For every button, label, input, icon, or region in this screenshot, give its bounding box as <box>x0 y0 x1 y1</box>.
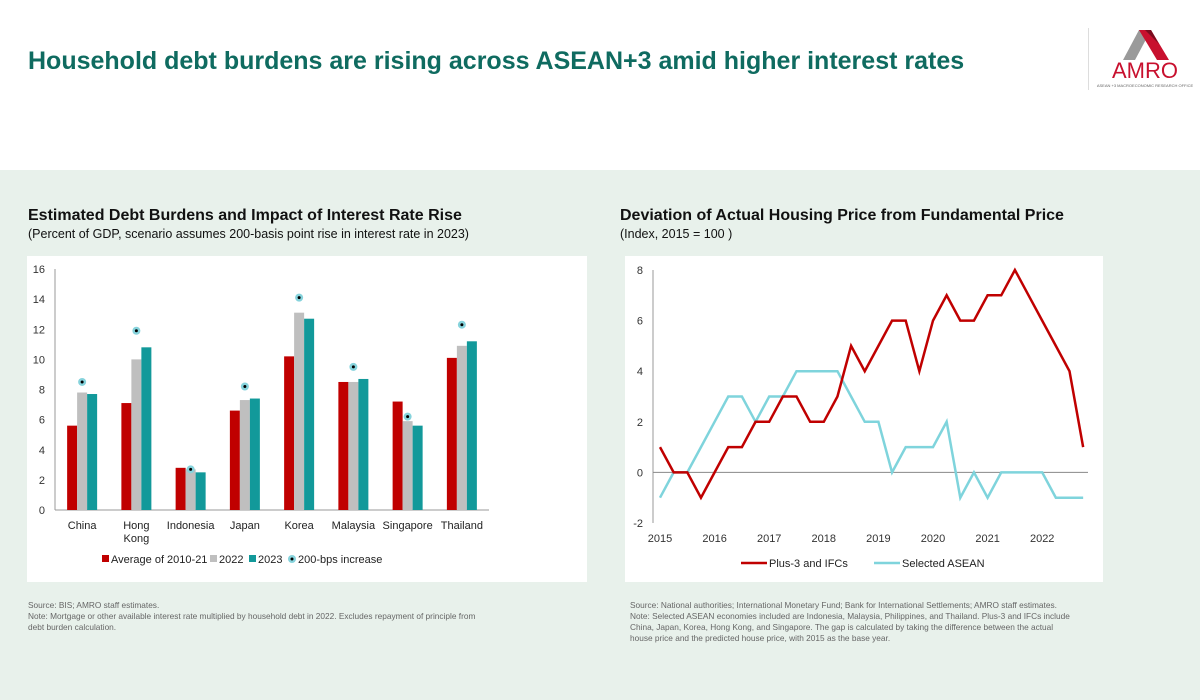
bar-2022 <box>456 345 467 510</box>
y-tick-label: 8 <box>39 385 45 397</box>
legend-label: Average of 2010-21 <box>111 554 207 566</box>
bar-2023 <box>412 425 423 510</box>
bar-2022 <box>185 469 196 510</box>
bar-average-of-2010-21 <box>284 356 295 510</box>
legend-swatch <box>102 555 109 562</box>
amro-logo: AMRO ASEAN +3 MACROECONOMIC RESEARCH OFF… <box>1088 28 1200 90</box>
x-tick-label: 2018 <box>812 533 836 545</box>
x-tick-label: 2017 <box>757 533 781 545</box>
bar-2023 <box>358 378 369 510</box>
dot-200bps-center <box>297 296 301 300</box>
bar-2022 <box>402 421 413 510</box>
bar-average-of-2010-21 <box>67 425 78 510</box>
svg-text:ASEAN +3 MACROECONOMIC RESEARC: ASEAN +3 MACROECONOMIC RESEARCH OFFICE <box>1097 83 1194 88</box>
page-title: Household debt burdens are rising across… <box>28 47 965 75</box>
dot-200bps-center <box>406 415 410 419</box>
bar-average-of-2010-21 <box>229 410 240 510</box>
right-chart-title: Deviation of Actual Housing Price from F… <box>620 207 1064 224</box>
bar-average-of-2010-21 <box>175 467 186 510</box>
x-tick-label: Thailand <box>441 520 483 532</box>
y-tick-label: 8 <box>637 265 643 277</box>
left-source-text: Source: BIS; AMRO staff estimates. <box>28 600 160 610</box>
y-tick-label: 4 <box>637 366 643 378</box>
legend-label: 2023 <box>258 554 282 566</box>
y-tick-label: 2 <box>39 475 45 487</box>
legend-swatch <box>210 555 217 562</box>
svg-text:AMRO: AMRO <box>1112 58 1178 83</box>
legend-label: 200-bps increase <box>298 554 382 566</box>
legend-label: 2022 <box>219 554 243 566</box>
dot-200bps-center <box>189 467 193 471</box>
x-tick-label: 2019 <box>866 533 890 545</box>
x-tick-label: Malaysia <box>332 520 376 532</box>
y-tick-label: 6 <box>637 316 643 328</box>
x-tick-label: Korea <box>284 520 314 532</box>
right-source: Source: National authorities; Internatio… <box>630 600 1070 644</box>
x-tick-label: 2020 <box>921 533 945 545</box>
dot-200bps-center <box>134 329 138 333</box>
y-tick-label: 16 <box>33 264 45 276</box>
bar-2022 <box>348 381 359 510</box>
x-tick-label: China <box>68 520 98 532</box>
x-tick-label: Singapore <box>383 520 433 532</box>
bar-2022 <box>131 359 142 510</box>
x-tick-label: Hong <box>123 520 149 532</box>
dot-200bps-center <box>351 365 355 369</box>
y-tick-label: 2 <box>637 417 643 429</box>
legend-label: Selected ASEAN <box>902 558 985 570</box>
right-note-text: Note: Selected ASEAN economies included … <box>630 611 1070 643</box>
right-source-text: Source: National authorities; Internatio… <box>630 600 1057 610</box>
left-chart-subtitle: (Percent of GDP, scenario assumes 200-ba… <box>28 227 469 241</box>
x-tick-label: 2021 <box>975 533 999 545</box>
bar-average-of-2010-21 <box>121 403 132 510</box>
y-tick-label: 10 <box>33 354 45 366</box>
legend-swatch-center <box>290 557 294 561</box>
bar-2023 <box>87 394 98 510</box>
series-line-plus-3-and-ifcs <box>658 267 1085 501</box>
series-line-selected-asean <box>658 369 1084 502</box>
bar-2023 <box>195 472 206 510</box>
bar-average-of-2010-21 <box>446 357 457 510</box>
line-chart: -2 0 2 4 6 8 2015 2016 2017 2018 2019 2020 2021 2022 P… <box>633 265 1088 570</box>
x-tick-label: Japan <box>230 520 260 532</box>
y-tick-label: 6 <box>39 415 45 427</box>
x-tick-label: Indonesia <box>167 520 216 532</box>
x-tick-label: Kong <box>124 533 150 545</box>
bar-2022 <box>239 400 250 510</box>
x-tick-label: 2022 <box>1030 533 1054 545</box>
y-tick-label: 0 <box>637 467 643 479</box>
bar-2022 <box>294 312 305 510</box>
x-tick-label: 2016 <box>702 533 726 545</box>
bar-2023 <box>141 347 152 510</box>
bar-2023 <box>466 341 477 510</box>
y-tick-label: 12 <box>33 324 45 336</box>
y-tick-label: 14 <box>33 294 45 306</box>
dot-200bps-center <box>460 323 464 327</box>
legend-swatch <box>249 555 256 562</box>
x-tick-label: 2015 <box>648 533 672 545</box>
bar-average-of-2010-21 <box>392 401 403 510</box>
line-chart-panel: -2 0 2 4 6 8 2015 2016 2017 2018 2019 2020 2021 2022 P… <box>625 256 1103 582</box>
left-chart-title: Estimated Debt Burdens and Impact of Int… <box>28 207 462 224</box>
bar-2023 <box>304 318 315 510</box>
right-chart-subtitle: (Index, 2015 = 100 ) <box>620 227 733 241</box>
bar-2022 <box>77 392 88 510</box>
dot-200bps-center <box>80 380 84 384</box>
bar-2023 <box>249 398 260 510</box>
bar-average-of-2010-21 <box>338 381 349 510</box>
bar-chart-panel: 0 2 4 6 8 10 12 14 16 China Hong Kong Indonesia Japan… <box>27 256 587 582</box>
header: Household debt burdens are rising across… <box>0 0 1200 170</box>
legend-label: Plus-3 and IFCs <box>769 558 848 570</box>
dot-200bps-center <box>243 384 247 388</box>
y-tick-label: -2 <box>633 518 643 530</box>
left-note-text: Note: Mortgage or other available intere… <box>28 611 476 632</box>
y-tick-label: 4 <box>39 445 45 457</box>
y-tick-label: 0 <box>39 505 45 517</box>
left-source: Source: BIS; AMRO staff estimates. Note:… <box>28 600 478 633</box>
